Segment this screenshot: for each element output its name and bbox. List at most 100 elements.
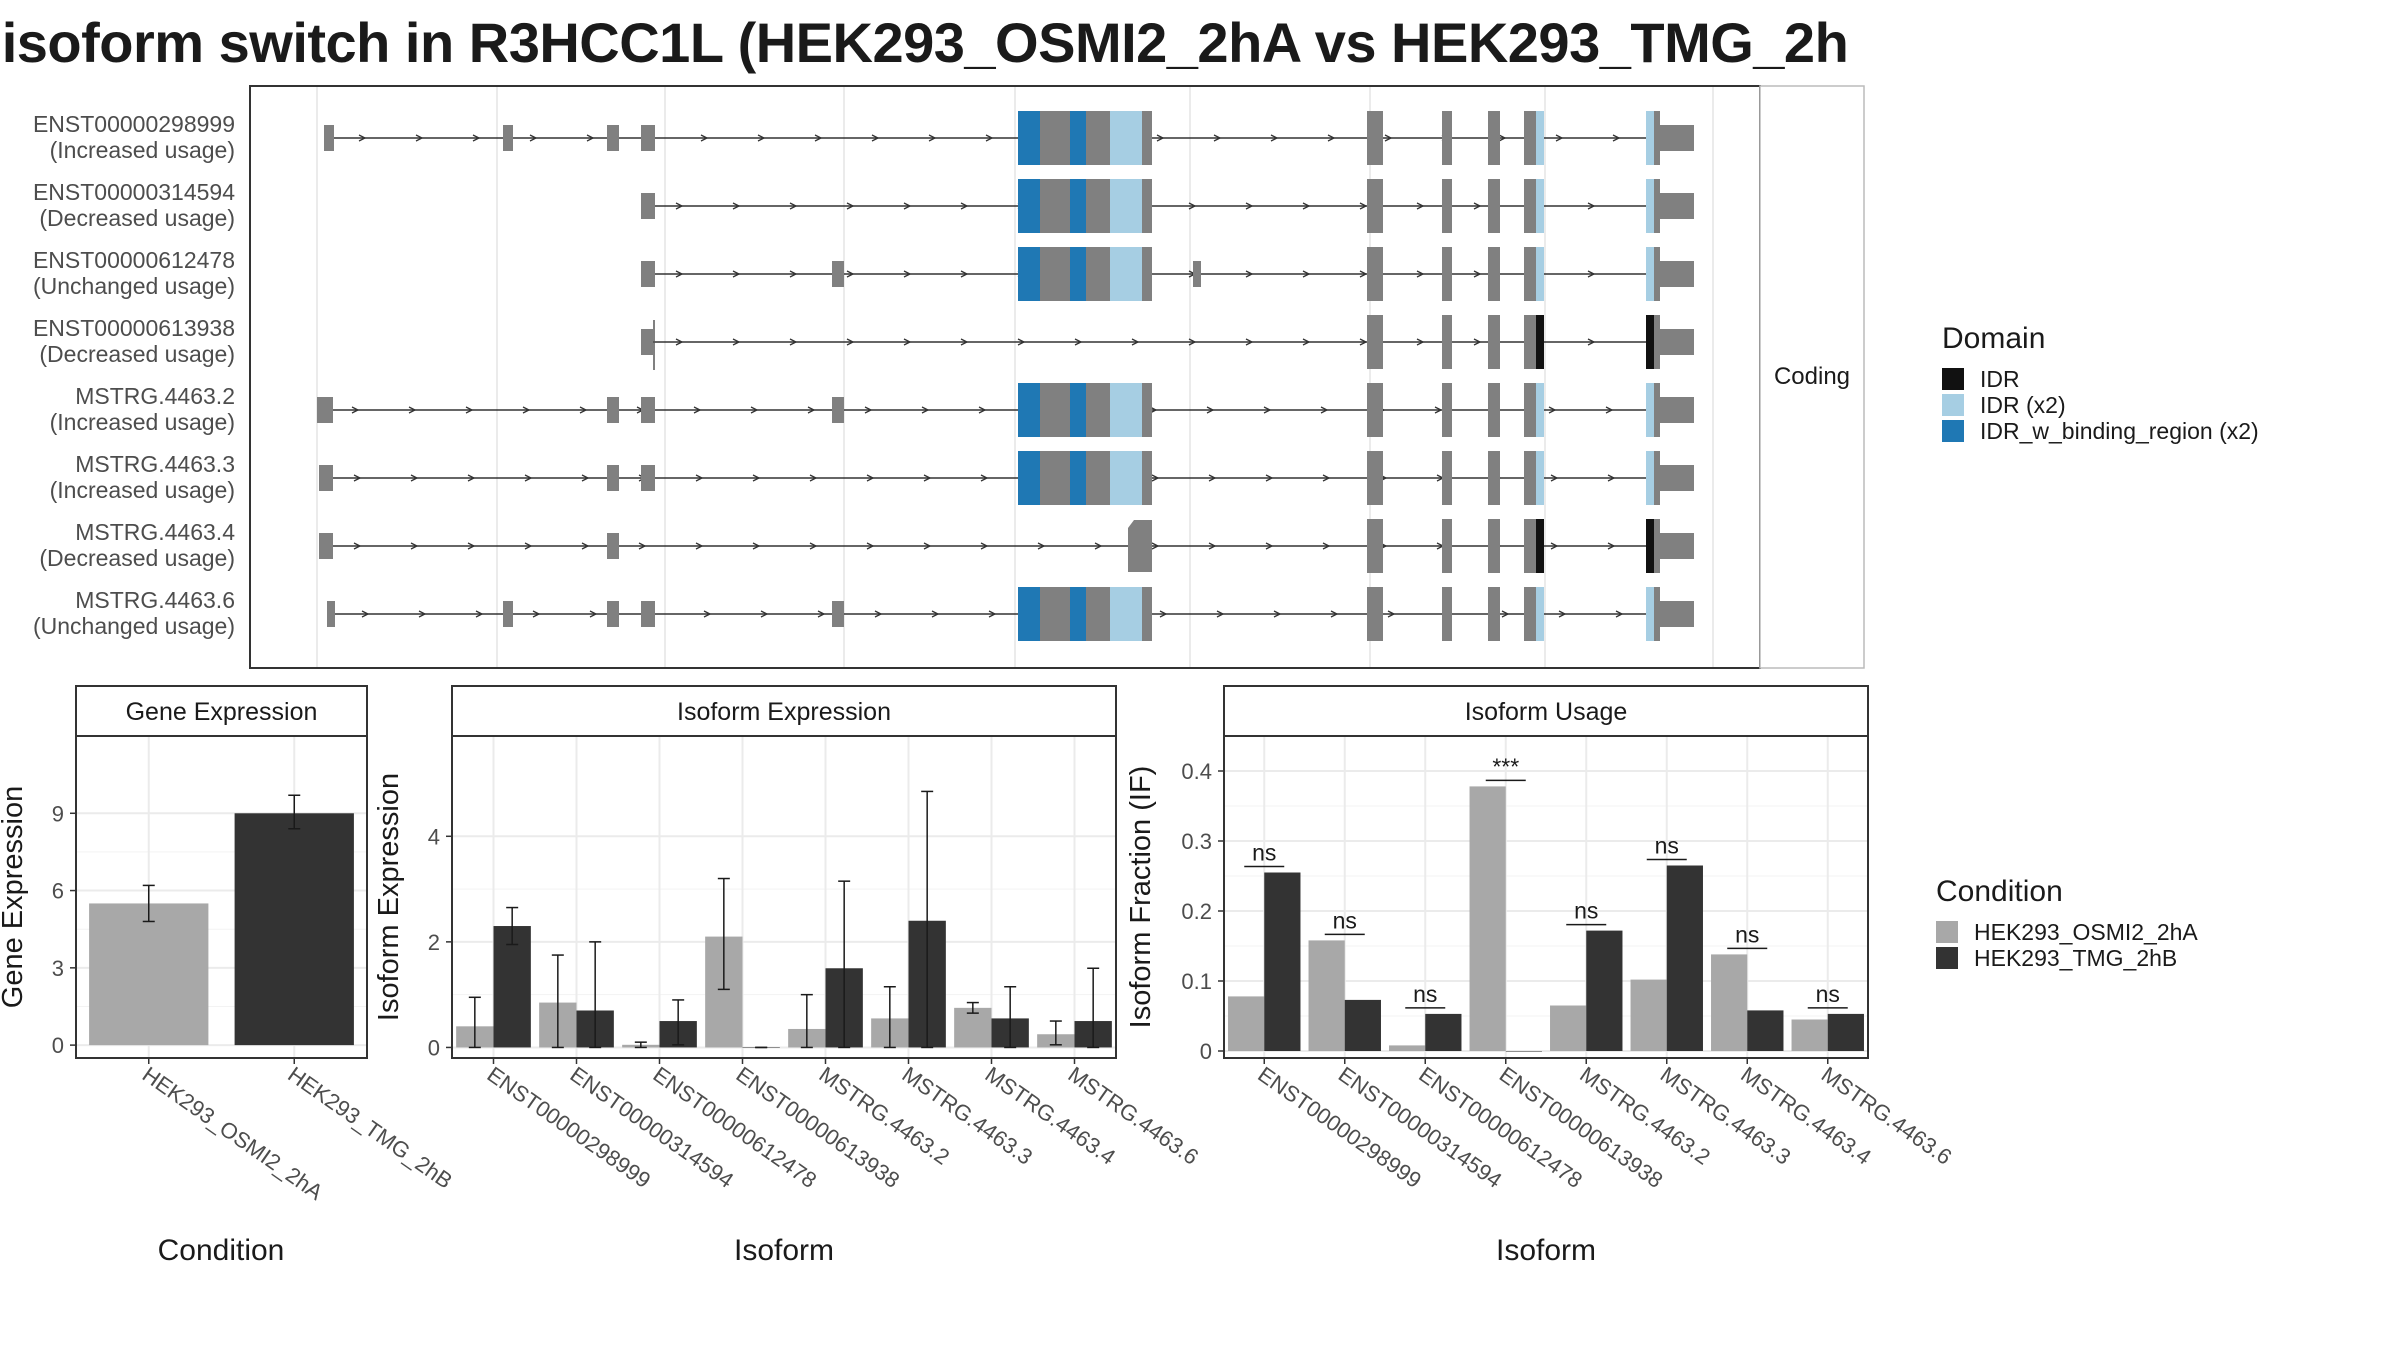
bar-MSTRG.4463.6-1	[1827, 1013, 1864, 1051]
y-axis-title: Isoform Fraction (IF)	[1125, 766, 1157, 1029]
exon-block	[1040, 247, 1070, 301]
panel-title: Isoform Usage	[1465, 698, 1628, 726]
domain-block	[1536, 519, 1544, 573]
intron-arrow	[732, 202, 741, 210]
bar-ENST00000612478-1	[1425, 1013, 1462, 1051]
intron-arrow	[1151, 542, 1160, 550]
exon-small	[327, 601, 335, 627]
domain-block	[1536, 315, 1544, 369]
structure-y-axis-labels: ENST00000298999(Increased usage)ENST0000…	[33, 111, 235, 639]
domain-block	[1070, 111, 1086, 165]
intron-arrow	[1265, 542, 1274, 550]
transcript-id-label: MSTRG.4463.6	[75, 587, 235, 613]
intron-arrow	[1548, 406, 1557, 414]
intron-arrow	[1017, 338, 1026, 346]
intron-arrow	[408, 406, 417, 414]
intron-arrow	[353, 542, 362, 550]
domain-block	[1536, 179, 1544, 233]
intron-arrow	[1322, 542, 1331, 550]
y-tick-label: 0	[1200, 1039, 1212, 1064]
intron-arrow	[807, 406, 816, 414]
exon-small	[641, 397, 655, 423]
transcript-id-label: MSTRG.4463.4	[75, 519, 235, 545]
domain-block	[1110, 587, 1142, 641]
domain-block	[1070, 587, 1086, 641]
intron-arrow	[675, 270, 684, 278]
bar-MSTRG.4463.6-0	[1791, 1019, 1828, 1051]
domain-block	[1018, 247, 1040, 301]
intron-arrow	[410, 474, 419, 482]
intron-arrow	[1384, 134, 1393, 142]
exon-block	[1654, 179, 1660, 233]
intron-arrow	[1322, 474, 1331, 482]
significance-label: ns	[1333, 907, 1357, 933]
domain-block	[1110, 247, 1142, 301]
intron-arrow	[1270, 134, 1279, 142]
intron-arrow	[789, 202, 798, 210]
intron-arrow	[1302, 202, 1311, 210]
intron-arrow	[988, 610, 997, 618]
exon-block	[1040, 587, 1070, 641]
legend-label-0: IDR	[1980, 366, 2020, 392]
exon-small	[641, 601, 655, 627]
bar-HEK293_TMG_2hB-0	[234, 813, 354, 1046]
intron-arrow	[985, 134, 994, 142]
intron-arrow	[675, 338, 684, 346]
intron-arrow	[1206, 406, 1215, 414]
transcript-track-MSTRG.4463.6	[327, 587, 1694, 641]
exon-block	[1524, 383, 1536, 437]
intron-arrow	[1263, 406, 1272, 414]
exon-block	[1442, 111, 1452, 165]
y-tick-label: 9	[52, 801, 64, 826]
exon-block	[1488, 247, 1500, 301]
intron-arrow	[586, 134, 595, 142]
intron-arrow	[524, 474, 533, 482]
intron-arrow	[1558, 610, 1567, 618]
exon-block	[1142, 247, 1152, 301]
exon-block	[1086, 111, 1110, 165]
transcript-id-label: ENST00000612478	[33, 247, 235, 273]
exon-block	[1524, 179, 1536, 233]
transcript-usage-label: (Unchanged usage)	[33, 613, 235, 639]
intron-arrow	[1327, 134, 1336, 142]
exon-block	[1142, 451, 1152, 505]
intron-arrow	[903, 270, 912, 278]
exon-block	[1442, 315, 1452, 369]
intron-arrow	[1216, 610, 1225, 618]
intron-arrow	[732, 338, 741, 346]
intron-arrow	[700, 134, 709, 142]
exon-small	[503, 601, 513, 627]
exon-utr	[1660, 397, 1694, 423]
bar-MSTRG.4463.4-0	[1711, 954, 1748, 1051]
domain-block	[1110, 451, 1142, 505]
transcript-usage-label: (Unchanged usage)	[33, 273, 235, 299]
domain-block	[1070, 451, 1086, 505]
x-tick-label: MSTRG.4463.6	[1817, 1062, 1957, 1170]
transcript-usage-label: (Decreased usage)	[39, 545, 235, 571]
chart-panel-1: Gene Expression0369HEK293_OSMI2_2hAHEK29…	[0, 685, 457, 1267]
plot-border	[75, 735, 368, 1059]
exon-block	[1524, 519, 1536, 573]
intron-arrow	[467, 542, 476, 550]
exon-small	[607, 397, 619, 423]
panel-strip	[1223, 685, 1869, 737]
intron-arrow	[1320, 406, 1329, 414]
legend-key-1	[1942, 394, 1964, 416]
exon-utr	[1660, 125, 1694, 151]
intron-arrow	[846, 202, 855, 210]
intron-arrow	[1387, 610, 1396, 618]
transcript-usage-label: (Increased usage)	[50, 409, 235, 435]
structure-panel-bg	[250, 86, 1760, 668]
intron-arrow	[1555, 134, 1564, 142]
exon-block	[1040, 451, 1070, 505]
transcript-id-label: ENST00000613938	[33, 315, 235, 341]
intron-arrow	[817, 610, 826, 618]
y-tick-label: 0.1	[1181, 969, 1212, 994]
domain-block	[1536, 247, 1544, 301]
domain-block	[1070, 247, 1086, 301]
bar-ENST00000613938-1	[1505, 1051, 1542, 1052]
transcript-id-label: ENST00000314594	[33, 179, 235, 205]
exon-block	[1367, 247, 1383, 301]
domain-block	[1536, 111, 1544, 165]
